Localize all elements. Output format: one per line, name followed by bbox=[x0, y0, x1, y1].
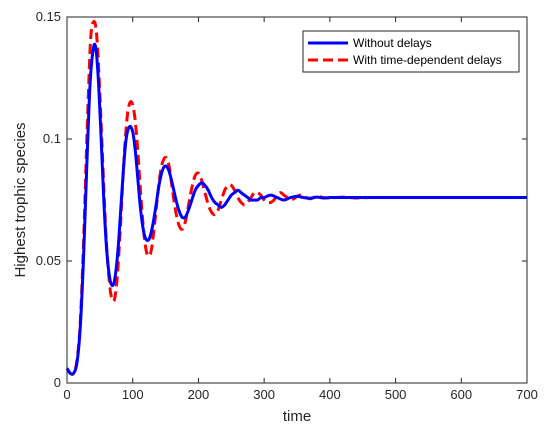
x-tick-label: 100 bbox=[122, 387, 144, 402]
y-tick-label: 0.05 bbox=[36, 253, 61, 268]
series-line-without-delays bbox=[65, 42, 527, 376]
legend-label-without-delays: Without delays bbox=[353, 36, 432, 50]
legend: Without delays With time-dependent delay… bbox=[302, 30, 520, 73]
x-tick-label: 700 bbox=[516, 387, 538, 402]
x-tick-label: 200 bbox=[188, 387, 210, 402]
legend-box bbox=[302, 30, 520, 73]
legend-label-with-delays: With time-dependent delays bbox=[353, 53, 502, 67]
axes-box bbox=[66, 16, 528, 384]
x-tick-label: 500 bbox=[385, 387, 407, 402]
x-axis-label: time bbox=[283, 408, 311, 425]
x-tick-label: 300 bbox=[253, 387, 275, 402]
y-axis-ticks: 0 0.05 0.1 0.15 bbox=[36, 9, 527, 390]
x-tick-label: 0 bbox=[63, 387, 70, 402]
y-tick-label: 0.15 bbox=[36, 9, 61, 24]
x-tick-label: 400 bbox=[319, 387, 341, 402]
y-tick-label: 0.1 bbox=[43, 131, 61, 146]
y-tick-label: 0 bbox=[54, 375, 61, 390]
series-layer bbox=[65, 19, 527, 376]
plot-background bbox=[67, 17, 527, 383]
y-axis-label: Highest trophic species bbox=[12, 122, 29, 277]
x-tick-label: 600 bbox=[450, 387, 472, 402]
x-axis-ticks: 0 100 200 300 400 500 600 700 bbox=[63, 17, 538, 402]
